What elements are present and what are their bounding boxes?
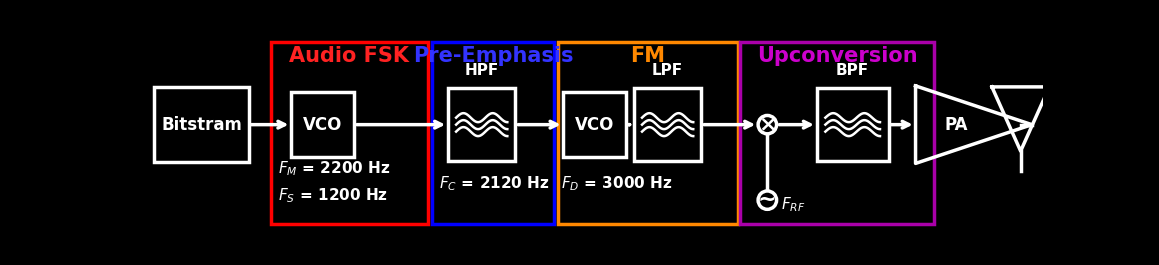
Text: PA: PA [945, 116, 968, 134]
Bar [432, 42, 554, 224]
Text: HPF: HPF [465, 63, 498, 78]
Ellipse shape [758, 116, 777, 134]
Text: $F_{RF}$: $F_{RF}$ [781, 195, 806, 214]
Text: Pre-Emphasis: Pre-Emphasis [413, 46, 574, 66]
Text: FM: FM [630, 46, 665, 66]
Text: BPF: BPF [836, 63, 869, 78]
Bar [449, 88, 516, 161]
Bar [291, 92, 355, 157]
Text: Audio FSK: Audio FSK [290, 46, 409, 66]
Text: Upconversion: Upconversion [757, 46, 917, 66]
Text: $F_M$ = 2200 Hz: $F_M$ = 2200 Hz [278, 159, 391, 178]
Text: $F_D$ = 3000 Hz: $F_D$ = 3000 Hz [561, 174, 672, 193]
Text: VCO: VCO [575, 116, 614, 134]
Bar [817, 88, 889, 161]
Bar [271, 42, 428, 224]
Text: ~: ~ [758, 190, 777, 210]
Bar [559, 42, 738, 224]
Bar [741, 42, 933, 224]
Text: LPF: LPF [653, 63, 683, 78]
Ellipse shape [758, 191, 777, 209]
Text: $F_C$ = 2120 Hz: $F_C$ = 2120 Hz [439, 174, 551, 193]
Bar [563, 92, 626, 157]
Text: VCO: VCO [302, 116, 342, 134]
Bar [154, 87, 249, 162]
Text: Bitstram: Bitstram [161, 116, 242, 134]
Bar [634, 88, 701, 161]
Text: ×: × [758, 115, 777, 135]
Text: $F_S$ = 1200 Hz: $F_S$ = 1200 Hz [278, 187, 388, 205]
